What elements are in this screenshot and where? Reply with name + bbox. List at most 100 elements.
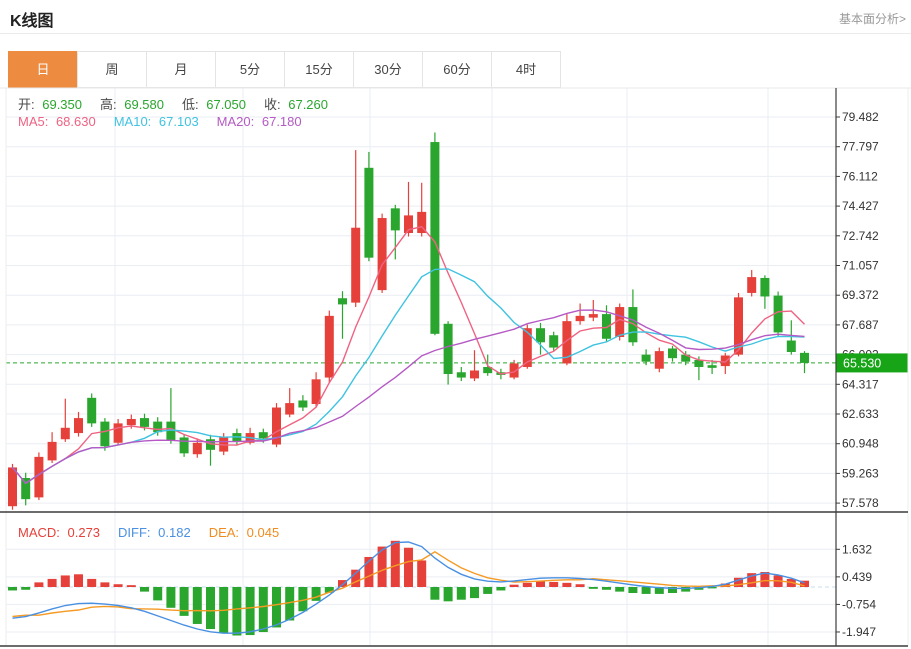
- macd-hist-bar: [509, 584, 519, 587]
- macd-hist-bar: [615, 587, 625, 592]
- candle-body: [390, 208, 400, 231]
- macd-hist-bar: [364, 556, 374, 587]
- macd-hist-bar: [272, 587, 281, 628]
- tab-day[interactable]: 日: [8, 51, 78, 88]
- macd-hist-bar: [179, 587, 189, 616]
- macd-hist-bar: [443, 587, 453, 602]
- macd-hist-bar: [575, 584, 585, 587]
- axis-tick-label: 57.578: [842, 496, 879, 510]
- candle-body: [773, 295, 783, 333]
- macd-hist-bar: [324, 587, 334, 593]
- candle-body: [298, 400, 308, 408]
- macd-hist-bar: [232, 587, 242, 636]
- macd-hist-bar: [404, 547, 413, 587]
- macd-hist-bar: [483, 587, 493, 594]
- axis-tick-label: 64.317: [842, 377, 879, 391]
- candle-body: [786, 340, 796, 352]
- candle-body: [192, 442, 202, 455]
- candle-body: [166, 421, 176, 442]
- last-price-badge-text: 65.530: [843, 356, 881, 370]
- ohlc-item: 高: 69.580: [100, 97, 164, 112]
- macd-item: DEA: 0.045: [208, 525, 280, 540]
- last-price-badge: [836, 353, 908, 373]
- candle-body: [140, 418, 149, 427]
- axis-tick-label: 69.372: [842, 288, 879, 302]
- macd-hist-bar: [747, 573, 757, 587]
- axis-tick-label: 72.742: [842, 229, 879, 243]
- candle-body: [720, 355, 730, 367]
- tab-30min[interactable]: 30分: [353, 51, 423, 88]
- candle-body: [351, 227, 361, 303]
- macd-hist-bar: [338, 580, 347, 587]
- candle-body: [60, 427, 70, 440]
- macd-hist-bar: [113, 584, 123, 587]
- candle-body: [747, 277, 757, 293]
- candle-body: [588, 314, 598, 318]
- macd-hist-bar: [245, 587, 255, 636]
- candle-body: [377, 218, 387, 291]
- macd-hist-bar: [153, 587, 163, 601]
- axis-tick-label: 62.633: [842, 407, 879, 421]
- macd-hist-bar: [681, 587, 691, 592]
- candle-body: [126, 418, 136, 426]
- tab-15min[interactable]: 15分: [284, 51, 354, 88]
- macd-hist-bar: [311, 587, 321, 601]
- macd-hist-bar: [602, 587, 611, 590]
- dea-line: [12, 550, 805, 618]
- candle-body: [311, 379, 321, 404]
- macd-hist-bar: [258, 587, 268, 633]
- macd-hist-bar: [298, 587, 308, 612]
- candle-body: [549, 335, 559, 348]
- macd-hist-bar: [47, 578, 57, 587]
- candle-body: [179, 437, 189, 454]
- candle-body: [404, 215, 413, 234]
- axis-tick-label: 67.687: [842, 318, 879, 332]
- candle-body: [100, 421, 110, 447]
- macd-hist-bar: [87, 578, 97, 587]
- candle-body: [87, 397, 97, 424]
- candle-body: [641, 354, 651, 362]
- ma-item: MA5: 68.630: [18, 114, 96, 129]
- candle-body: [800, 352, 809, 363]
- candle-body: [113, 423, 123, 443]
- macd-hist-bar: [588, 587, 598, 589]
- candle-body: [324, 315, 334, 378]
- candle-body: [707, 365, 717, 368]
- axis-tick-label: 1.632: [842, 542, 872, 556]
- candle-body: [522, 328, 532, 367]
- ma20-line: [11, 309, 805, 485]
- ohlc-item: 收: 67.260: [264, 97, 328, 112]
- macd-hist-bar: [126, 585, 136, 587]
- ma-readout: MA5: 68.630 MA10: 67.103 MA20: 67.180: [18, 114, 320, 129]
- macd-hist-bar: [166, 587, 176, 608]
- macd-hist-bar: [654, 587, 664, 594]
- candle-body: [34, 456, 44, 498]
- fundamental-analysis-link[interactable]: 基本面分析>: [838, 12, 906, 26]
- candle-body: [338, 298, 347, 305]
- candle-body: [509, 363, 519, 378]
- candle-body: [615, 307, 625, 338]
- candle-body: [628, 307, 638, 343]
- macd-hist-bar: [140, 587, 149, 592]
- axis-tick-label: 74.427: [842, 199, 879, 213]
- candle-body: [74, 418, 83, 434]
- page-header: K线图 基本面分析>: [0, 0, 911, 33]
- macd-hist-bar: [100, 582, 110, 587]
- macd-readout: MACD: 0.273 DIFF: 0.182 DEA: 0.045: [18, 525, 297, 540]
- macd-hist-bar: [285, 587, 295, 621]
- tab-5min[interactable]: 5分: [215, 51, 285, 88]
- diff-line: [12, 541, 805, 634]
- macd-item: MACD: 0.273: [18, 525, 101, 540]
- macd-hist-bar: [536, 581, 545, 587]
- tab-60min[interactable]: 60分: [422, 51, 492, 88]
- macd-hist-bar: [21, 587, 31, 590]
- page-title: K线图: [10, 13, 54, 30]
- candle-body: [206, 439, 215, 450]
- candle-body: [654, 351, 664, 369]
- candle-body: [153, 421, 163, 433]
- macd-hist-bar: [417, 560, 427, 587]
- macd-hist-bar: [470, 587, 479, 599]
- tab-month[interactable]: 月: [146, 51, 216, 88]
